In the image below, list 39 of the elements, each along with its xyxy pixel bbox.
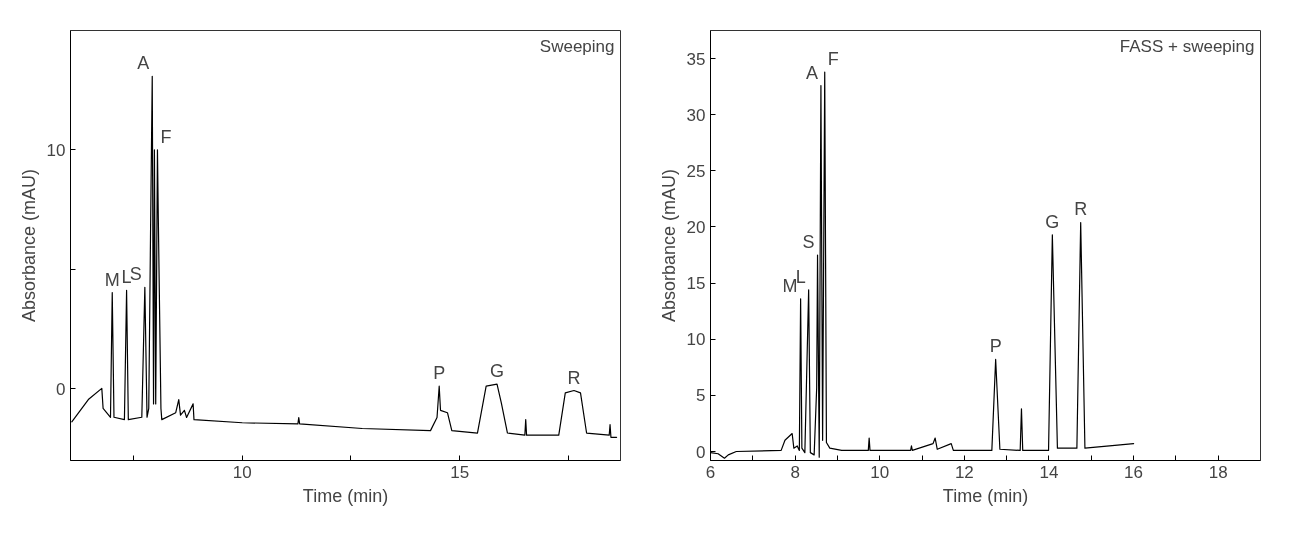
annotation: F: [160, 126, 172, 147]
y-tick-label: 15: [686, 274, 706, 294]
annotation: G: [490, 361, 505, 382]
annotation: F: [827, 49, 839, 70]
y-tick-label: 25: [686, 161, 706, 181]
y-axis-title: Absorbance (mAU): [18, 168, 39, 323]
x-tick-label: 8: [790, 462, 800, 482]
x-tick-label: 16: [1124, 462, 1144, 482]
annotation: R: [567, 367, 581, 388]
annotation: P: [989, 336, 1002, 357]
x-tick-label: 15: [450, 462, 470, 482]
annotation: R: [1074, 199, 1088, 220]
x-tick-label: 10: [870, 462, 890, 482]
annotation: M: [104, 269, 120, 290]
x-tick-label: 14: [1039, 462, 1059, 482]
x-tick-label: 6: [705, 462, 716, 482]
y-tick-label: 30: [686, 105, 706, 125]
x-tick-label: 10: [232, 462, 252, 482]
x-axis-title: Time (min): [942, 485, 1029, 506]
y-tick-label: 35: [686, 49, 706, 69]
chart-title: Sweeping: [539, 36, 615, 56]
annotation: P: [433, 363, 446, 384]
y-tick-label: 10: [686, 330, 706, 350]
y-axis-title: Absorbance (mAU): [658, 168, 679, 323]
x-axis-title: Time (min): [302, 485, 389, 506]
annotation: M: [782, 275, 798, 296]
y-tick-label: 20: [686, 217, 706, 237]
chart-title: FASS + sweeping: [1119, 36, 1255, 56]
annotation: L: [795, 266, 806, 287]
y-tick-label: 5: [696, 386, 706, 406]
x-tick-label: 18: [1208, 462, 1228, 482]
y-tick-label: 0: [56, 379, 66, 399]
annotation: A: [805, 62, 818, 83]
annotation: G: [1045, 211, 1060, 232]
y-tick-label: 0: [696, 442, 706, 462]
annotation: S: [802, 232, 815, 253]
annotation: L: [121, 267, 132, 288]
annotation: A: [137, 53, 150, 74]
x-tick-label: 12: [954, 462, 974, 482]
